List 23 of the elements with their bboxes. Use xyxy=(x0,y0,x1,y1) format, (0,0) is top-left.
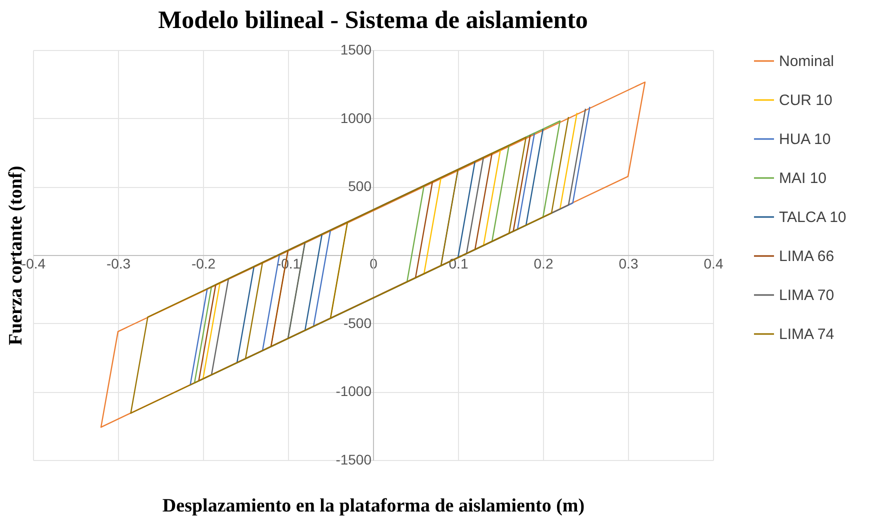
legend-label: MAI 10 xyxy=(779,170,827,187)
y-tick-label: -1500 xyxy=(336,452,372,468)
chart-title: Modelo bilineal - Sistema de aislamiento xyxy=(158,7,588,34)
y-tick-label: 500 xyxy=(348,178,372,194)
legend-label: TALCA 10 xyxy=(779,209,846,226)
legend-label: LIMA 74 xyxy=(779,326,834,343)
legend-label: LIMA 70 xyxy=(779,287,834,304)
y-tick-label: 1000 xyxy=(340,110,372,126)
legend-label: LIMA 66 xyxy=(779,248,834,265)
legend-label: Nominal xyxy=(779,53,834,70)
y-tick-label: -1000 xyxy=(336,383,372,400)
y-tick-label: -500 xyxy=(343,314,372,331)
legend-label: HUA 10 xyxy=(779,131,831,148)
y-tick-label: 1500 xyxy=(340,42,372,58)
x-tick-label: -0.3 xyxy=(106,256,131,272)
x-tick-label: 0.2 xyxy=(534,256,554,272)
line-series xyxy=(100,82,646,428)
x-tick-label: -0.4 xyxy=(21,256,46,272)
x-tick-label: 0.3 xyxy=(618,256,638,272)
x-tick-label: 0.4 xyxy=(704,256,724,272)
legend-label: CUR 10 xyxy=(779,92,832,109)
x-axis-title: Desplazamiento en la plataforma de aislamiento (m) xyxy=(162,496,585,516)
x-tick-label: -0.2 xyxy=(191,256,216,272)
